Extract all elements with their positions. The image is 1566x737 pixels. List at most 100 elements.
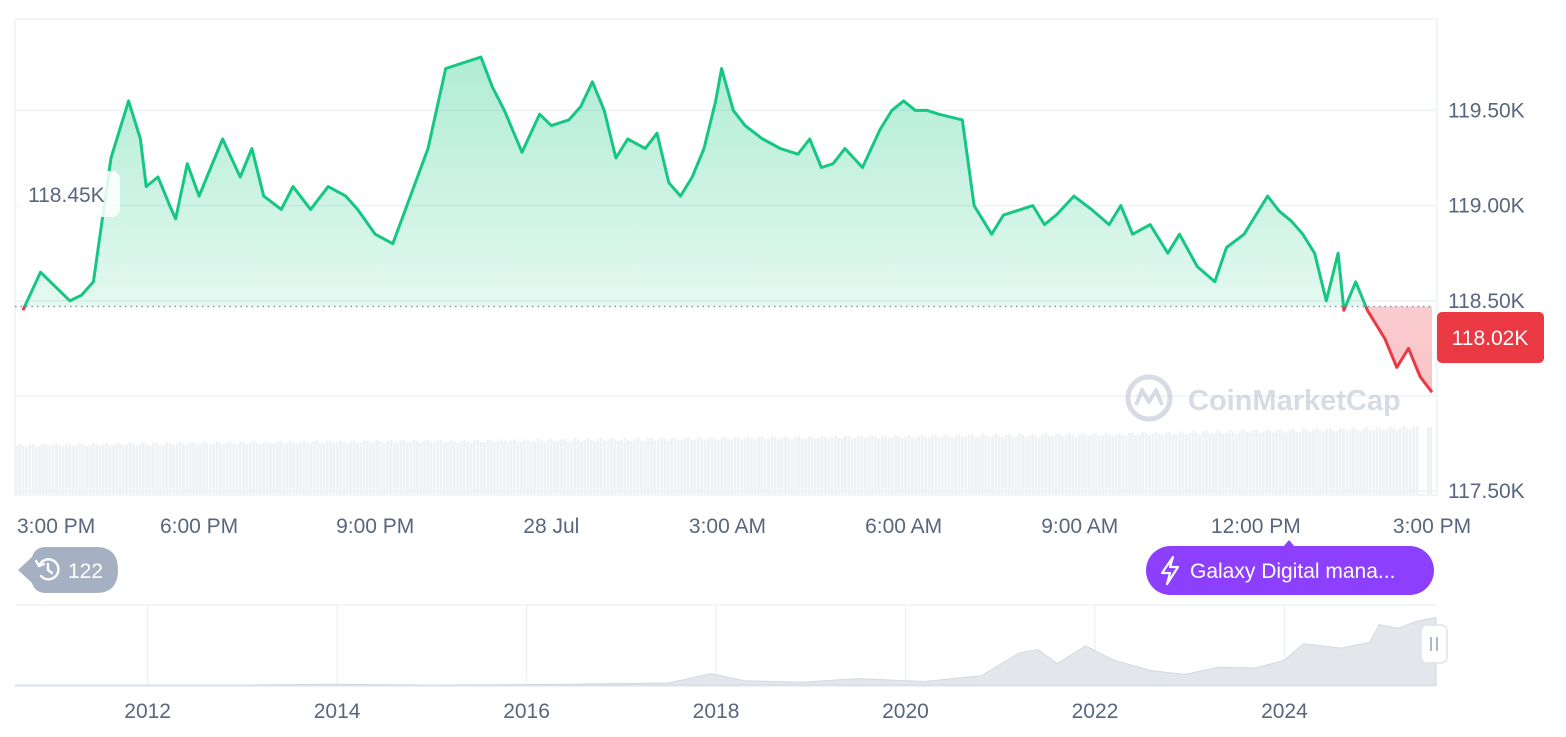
volume-bar [656, 439, 660, 494]
volume-bar [51, 444, 55, 494]
volume-bar [1245, 432, 1248, 494]
volume-bar [944, 434, 948, 494]
navigator[interactable]: 2012 2014 2016 2018 2020 2022 2024 [15, 604, 1448, 723]
volume-bar [803, 438, 807, 494]
volume-bar [790, 439, 794, 494]
volume-bar [469, 442, 473, 494]
volume-bar [1134, 435, 1138, 494]
volume-bar [479, 441, 483, 494]
volume-bar [352, 440, 356, 494]
volume-bar [1144, 433, 1148, 494]
volume-bar [1188, 433, 1192, 494]
volume-bar [309, 443, 312, 494]
current-price-text: 118.02K [1452, 327, 1529, 350]
volume-bar [957, 434, 961, 494]
volume-bar [1041, 434, 1044, 494]
volume-bar [503, 440, 506, 494]
volume-bar [760, 436, 764, 494]
volume-bar [496, 441, 500, 494]
navigator-handle[interactable] [1420, 624, 1448, 664]
volume-bar [603, 440, 607, 494]
volume-bar [870, 435, 874, 494]
volume-bar [345, 443, 349, 494]
volume-bar [172, 444, 175, 494]
volume-bar [971, 434, 974, 494]
volume-bar [332, 443, 336, 494]
volume-bar [884, 435, 887, 494]
volume-bar [85, 445, 88, 494]
navigator-tick-label: 2012 [124, 700, 171, 723]
volume-bar [860, 436, 864, 494]
volume-bar [1271, 432, 1275, 494]
volume-bar [1061, 436, 1065, 494]
volume-bar [830, 437, 834, 494]
volume-bar [930, 434, 934, 494]
volume-bar [282, 443, 286, 494]
volume-bar [914, 438, 917, 494]
volume-bar [486, 439, 490, 494]
volume-bar [412, 439, 416, 494]
volume-bar [693, 439, 697, 494]
volume-bar [543, 441, 546, 494]
volume-bar [723, 437, 727, 494]
navigator-tick-label: 2024 [1261, 700, 1308, 723]
volume-bar [864, 438, 867, 494]
volume-bar [874, 437, 877, 494]
volume-bar [299, 442, 302, 494]
volume-bar [1218, 430, 1222, 494]
volume-bar [65, 444, 68, 494]
volume-bar [155, 442, 159, 494]
volume-bar [18, 443, 22, 494]
volume-bar [1191, 430, 1195, 494]
volume-bar [339, 440, 342, 494]
volume-bar [757, 437, 760, 494]
volume-bar [1255, 429, 1258, 494]
news-badge[interactable]: Galaxy Digital mana... [1146, 540, 1434, 595]
volume-bar [1291, 428, 1295, 494]
x-tick-label: 6:00 PM [160, 515, 238, 538]
volume-bar [228, 441, 232, 494]
x-tick-label: 3:00 AM [689, 515, 766, 538]
volume-bar [372, 441, 376, 494]
volume-bar [1285, 432, 1289, 494]
volume-bar [553, 440, 556, 494]
volume-bar [115, 443, 119, 494]
volume-bar [703, 440, 707, 494]
volume-bar [977, 436, 981, 494]
volume-bar [606, 440, 610, 494]
volume-bar [1094, 433, 1098, 494]
volume-bar [566, 441, 570, 494]
volume-bar [483, 442, 486, 494]
volume-bar [55, 443, 58, 494]
volume-bar [429, 441, 433, 494]
volume-bar [416, 440, 419, 494]
volume-bar [61, 446, 65, 494]
volume-bar [392, 441, 396, 494]
volume-bar [1195, 432, 1198, 494]
volume-bar [964, 437, 968, 494]
volume-bar [402, 440, 406, 494]
volume-bar [28, 444, 32, 494]
volume-bar [770, 436, 774, 494]
volume-bar [349, 441, 353, 494]
volume-bar [673, 437, 677, 494]
volume-bar [643, 440, 647, 494]
volume-bar [252, 441, 256, 494]
volume-bar [1395, 430, 1399, 494]
volume-bar [733, 436, 737, 494]
volume-bar [1355, 429, 1359, 494]
volume-bar [1412, 426, 1416, 494]
volume-bar [302, 440, 306, 494]
volume-bar [890, 437, 894, 494]
volume-bar [275, 441, 279, 494]
volume-bar [569, 440, 573, 494]
volume-bar [753, 439, 757, 494]
volume-bar [145, 444, 149, 494]
history-badge[interactable]: 122 [18, 547, 118, 593]
volume-bar [178, 441, 182, 494]
volume-bar [526, 439, 530, 494]
volume-bar [683, 437, 687, 494]
current-price-tag: 118.02K [1437, 312, 1544, 363]
